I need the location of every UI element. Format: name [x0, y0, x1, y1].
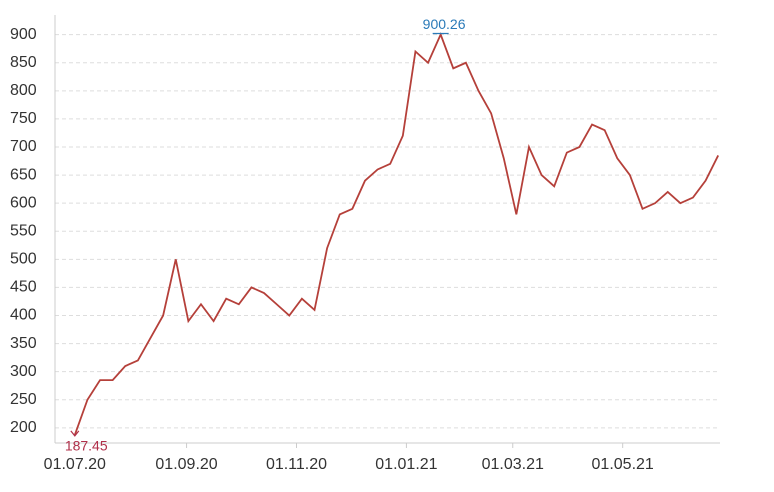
y-tick-label: 300: [10, 363, 37, 380]
y-tick-label: 550: [10, 222, 37, 239]
value-label: 187.45: [65, 438, 108, 454]
y-tick-label: 900: [10, 26, 37, 43]
y-tick-label: 700: [10, 138, 37, 155]
value-marker: [70, 430, 80, 437]
x-tick-label: 01.03.21: [482, 456, 544, 473]
y-tick-label: 250: [10, 391, 37, 408]
y-tick-label: 450: [10, 279, 37, 296]
y-tick-label: 200: [10, 419, 37, 436]
x-tick-label: 01.07.20: [44, 456, 106, 473]
x-tick-label: 01.11.20: [266, 456, 327, 473]
y-tick-label: 350: [10, 335, 37, 352]
y-tick-label: 600: [10, 194, 37, 211]
x-tick-label: 01.05.21: [592, 456, 654, 473]
y-tick-label: 750: [10, 110, 37, 127]
value-label: 900.26: [423, 16, 466, 32]
y-tick-label: 500: [10, 251, 37, 268]
y-tick-label: 800: [10, 82, 37, 99]
x-tick-label: 01.01.21: [375, 456, 437, 473]
y-tick-label: 850: [10, 54, 37, 71]
y-tick-label: 650: [10, 166, 37, 183]
line: [73, 32, 720, 436]
x-tick-label: 01.09.20: [155, 456, 217, 473]
y-tick-label: 400: [10, 307, 37, 324]
